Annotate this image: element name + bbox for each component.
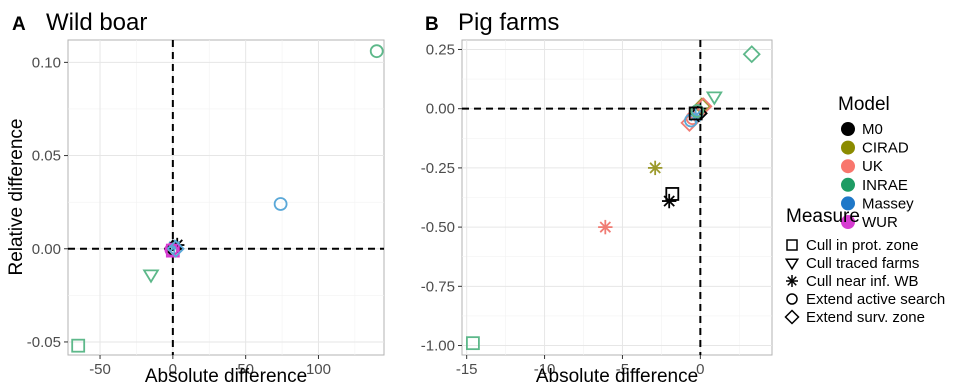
panel-a-y-tick-label: 0.10 xyxy=(32,54,61,71)
legend-measure-label: Extend surv. zone xyxy=(806,309,925,326)
legend-measure-symbol-triangle-down xyxy=(784,258,800,271)
panel-b-y-tick-label: -0.75 xyxy=(421,278,455,295)
legend-measure-title: Measure xyxy=(786,206,860,227)
panel-a-y-ticks: -0.05 0.00 0.05 0.10 xyxy=(27,54,68,351)
legend-model-swatch-uk xyxy=(841,159,855,174)
legend-model-label: WUR xyxy=(862,214,898,231)
panel-b-y-tick-label: -1.00 xyxy=(421,338,455,355)
panel-a-x-tick-label: 50 xyxy=(237,361,254,378)
panel-b-letter: B xyxy=(425,14,439,35)
legend-model-title: Model xyxy=(838,94,890,115)
legend-measure-symbol-diamond xyxy=(784,309,800,325)
panel-a-plot-area xyxy=(67,39,385,356)
panel-b-y-ticks: -1.00 -0.75 -0.50 -0.25 0.00 0.25 xyxy=(421,41,462,355)
panel-b-x-tick-label: -15 xyxy=(456,361,478,378)
panel-a-point-inrae-square xyxy=(71,338,86,353)
panel-b-x-axis-label: Absolute difference xyxy=(536,366,698,386)
panel-a: A Wild boar -50 0 50 100 -0.050.000.050.10 … xyxy=(6,9,385,386)
legend-model-label: UK xyxy=(862,158,883,175)
panel-b-x-tick-label: -10 xyxy=(534,361,556,378)
panel-a-letter: A xyxy=(12,14,26,35)
legend-measure-symbol-circle xyxy=(786,293,798,305)
panel-a-point-inrae-circle xyxy=(369,44,384,59)
panel-b-title: Pig farms xyxy=(458,9,559,36)
panel-a-x-ticks: -50 0 50 100 xyxy=(89,355,331,378)
legend-model-label: M0 xyxy=(862,121,883,138)
legend-measure-label: Cull near inf. WB xyxy=(806,273,919,290)
legend-measure-label: Cull traced farms xyxy=(806,255,919,272)
panel-b: B Pig farms -15 -10 -5 0 -1.00 -0.75 -0.50 -0.… xyxy=(421,9,773,386)
legend-model-label: Massey xyxy=(862,195,914,212)
panel-b-point-inrae-square xyxy=(466,336,480,351)
legend-model-swatch-m0 xyxy=(841,122,855,136)
panel-a-x-tick-label: 100 xyxy=(306,361,331,378)
legend-measure-label: Cull in prot. zone xyxy=(806,237,919,254)
panel-a-y-tick-label: 0.00 xyxy=(32,241,61,258)
panel-a-points xyxy=(71,44,384,353)
panel-b-x-tick-label: -5 xyxy=(616,361,629,378)
legend-model-swatch-cirad xyxy=(841,140,855,155)
panel-b-point-uk-asterisk xyxy=(598,219,613,235)
panel-a-y-tick-label: 0.05 xyxy=(32,148,61,165)
panel-b-x-ticks: -15 -10 -5 0 xyxy=(456,355,705,378)
legend-model-swatch-wur xyxy=(841,215,855,229)
panel-b-point-inrae-diamond xyxy=(742,45,761,64)
panel-b-point-m0-asterisk xyxy=(661,193,677,209)
panel-b-point-cirad-asterisk xyxy=(647,160,663,176)
panel-a-reference-lines xyxy=(68,40,384,355)
panel-b-points xyxy=(466,45,761,351)
panel-a-x-axis-label: Absolute difference xyxy=(145,366,307,386)
panel-b-y-tick-label: -0.25 xyxy=(421,160,455,177)
panel-a-point-massey-circle xyxy=(273,197,288,211)
panel-b-point-m0-square xyxy=(688,106,703,121)
panel-a-title: Wild boar xyxy=(46,9,147,36)
legend-measure-symbol-asterisk xyxy=(786,275,798,287)
legend-model-swatch-massey xyxy=(841,196,855,211)
panel-b-y-tick-label: 0.00 xyxy=(426,101,455,118)
panel-b-point-uk-diamond xyxy=(694,97,713,116)
panel-a-point-inrae-triangle-down xyxy=(142,269,160,284)
panel-b-point-inrae-triangle-down xyxy=(705,91,723,106)
panel-b-point-inrae-circle xyxy=(690,104,705,118)
panel-b-reference-lines xyxy=(462,40,772,355)
panel-a-point-massey-diamond xyxy=(166,239,185,258)
panel-b-y-tick-label: 0.25 xyxy=(426,41,455,58)
legend-measure-label: Extend active search xyxy=(806,291,945,308)
panel-b-x-tick-label: 0 xyxy=(696,361,704,378)
panel-a-y-tick-label: -0.05 xyxy=(27,334,61,351)
panel-b-y-tick-label: -0.50 xyxy=(421,219,455,236)
panel-a-x-tick-label: -50 xyxy=(89,361,111,378)
legend-measure-symbol-square xyxy=(786,239,798,251)
panel-a-x-tick-label: 0 xyxy=(169,361,177,378)
panel-a-y-axis-label: Relative difference xyxy=(6,118,27,275)
panel-b-point-m0-square xyxy=(665,187,680,201)
legend-model-swatch-inrae xyxy=(841,177,855,192)
panel-a-point-wur-circle xyxy=(164,242,179,257)
legend-model-label: CIRAD xyxy=(862,140,909,157)
legend-model-label: INRAE xyxy=(862,177,908,194)
